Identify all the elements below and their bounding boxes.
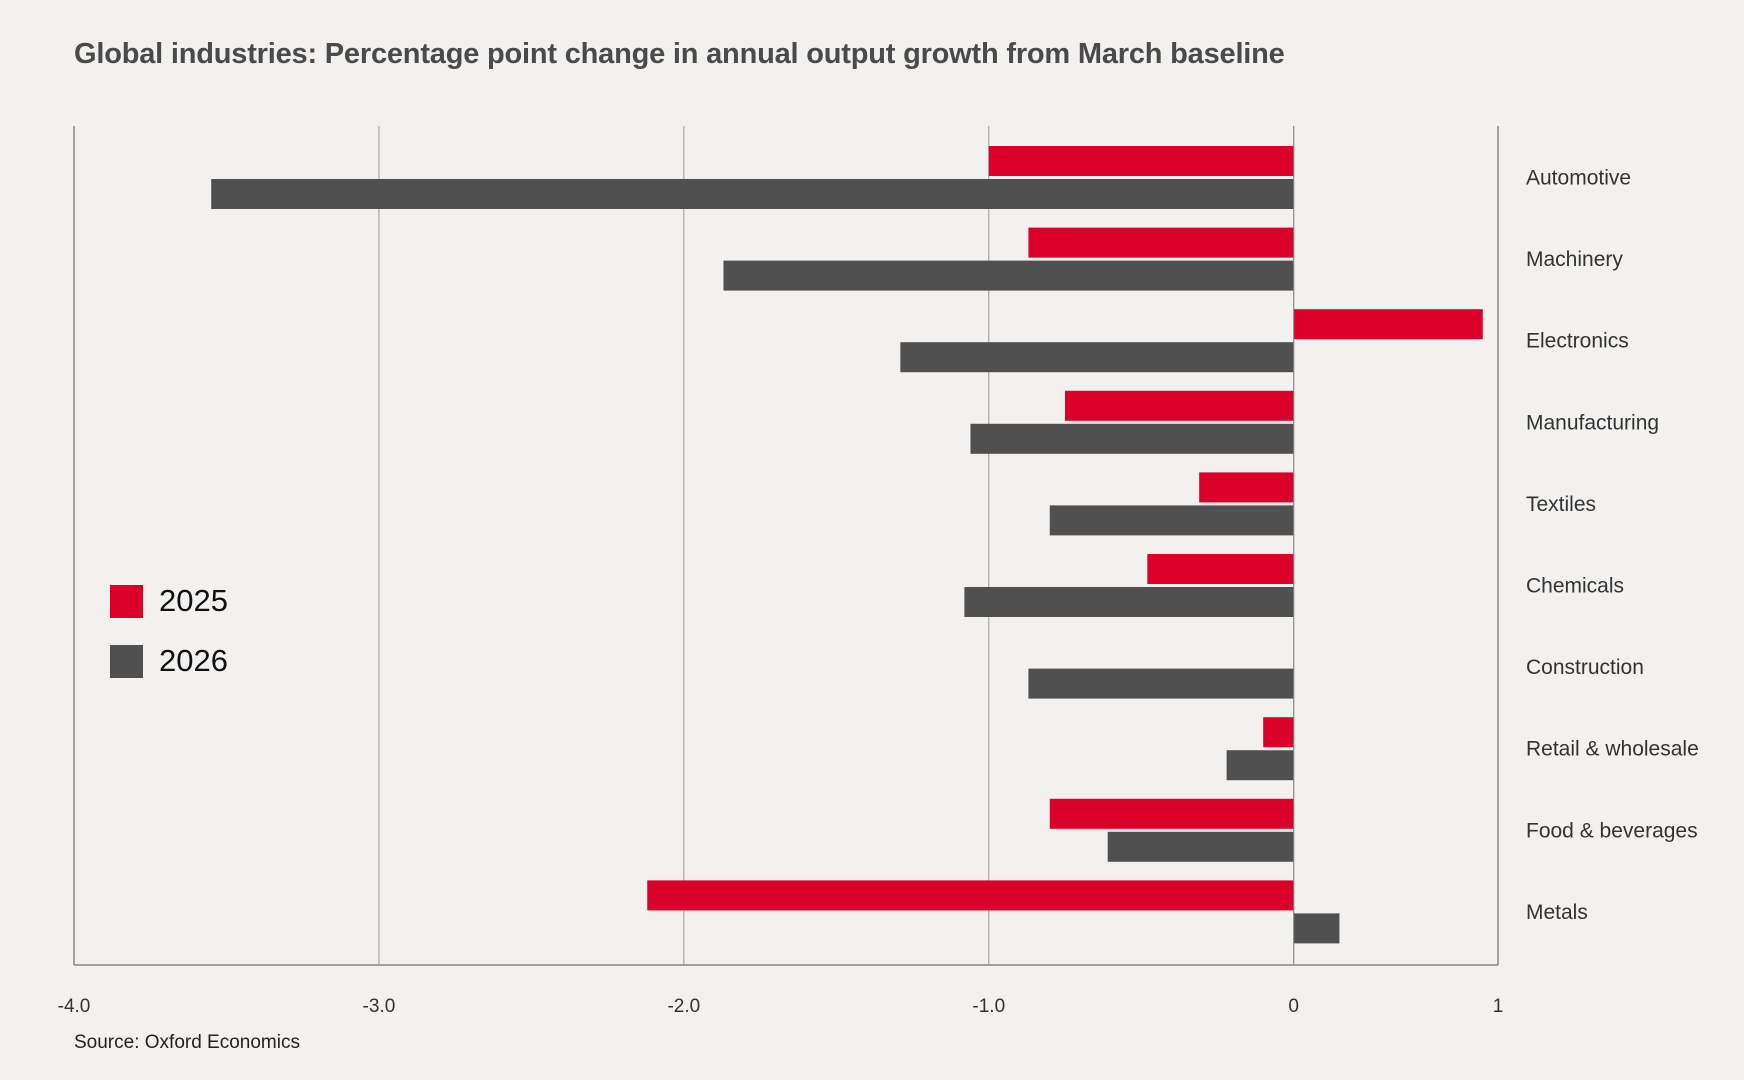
- bar-2026-machinery: [723, 260, 1294, 291]
- legend-swatch-2026: [110, 644, 143, 678]
- category-label: Food & beverages: [1526, 819, 1698, 842]
- category-label: Textiles: [1526, 493, 1596, 516]
- category-label: Metals: [1526, 901, 1588, 924]
- bars: [211, 146, 1483, 944]
- category-label: Automotive: [1526, 167, 1631, 190]
- chart-title: Global industries: Percentage point chan…: [74, 38, 1285, 70]
- category-label: Manufacturing: [1526, 411, 1659, 434]
- bar-2026-chemicals: [964, 587, 1294, 617]
- bar-2026-food-beverages: [1107, 831, 1294, 862]
- bar-2025-electronics: [1293, 309, 1483, 340]
- legend-label-2025: 2025: [159, 583, 228, 618]
- bar-2025-manufacturing: [1065, 390, 1294, 421]
- bar-2025-retail-wholesale: [1263, 717, 1294, 748]
- bar-2025-textiles: [1199, 472, 1294, 503]
- bar-2026-metals: [1293, 913, 1340, 944]
- category-label: Construction: [1526, 656, 1644, 679]
- x-tick-label: -1.0: [972, 996, 1005, 1017]
- legend-swatch-2025: [110, 584, 143, 618]
- legend: 2025 2026: [110, 583, 228, 704]
- bar-2025-machinery: [1028, 227, 1294, 258]
- bar-2026-construction: [1028, 668, 1294, 699]
- category-label: Machinery: [1526, 248, 1623, 271]
- bar-2026-automotive: [211, 179, 1294, 209]
- source-note: Source: Oxford Economics: [74, 1032, 300, 1053]
- category-label: Retail & wholesale: [1526, 738, 1699, 761]
- x-tick-label: -3.0: [363, 996, 396, 1017]
- x-tick-label: -2.0: [667, 996, 700, 1017]
- bar-2025-metals: [647, 880, 1294, 911]
- bar-2025-chemicals: [1147, 554, 1294, 584]
- x-tick-label: 1: [1493, 996, 1504, 1017]
- category-labels: Automotive Machinery Electronics Manufactur…: [1526, 167, 1699, 924]
- category-label: Chemicals: [1526, 575, 1624, 598]
- bar-2025-automotive: [988, 146, 1294, 176]
- legend-label-2026: 2026: [159, 643, 228, 678]
- bar-2026-textiles: [1049, 505, 1294, 536]
- bar-2026-retail-wholesale: [1226, 750, 1294, 781]
- category-label: Electronics: [1526, 330, 1629, 353]
- legend-item-2025: 2025: [110, 583, 228, 618]
- x-tick-label: 0: [1288, 996, 1299, 1017]
- axes: [73, 126, 1499, 966]
- bar-2025-food-beverages: [1049, 798, 1294, 829]
- x-tick-label: -4.0: [58, 996, 91, 1017]
- legend-item-2026: 2026: [110, 643, 228, 678]
- bar-2026-electronics: [900, 342, 1294, 373]
- bar-2026-manufacturing: [970, 423, 1294, 454]
- x-tick-labels: -4.0 -3.0 -2.0 -1.0 0 1: [58, 996, 1504, 1017]
